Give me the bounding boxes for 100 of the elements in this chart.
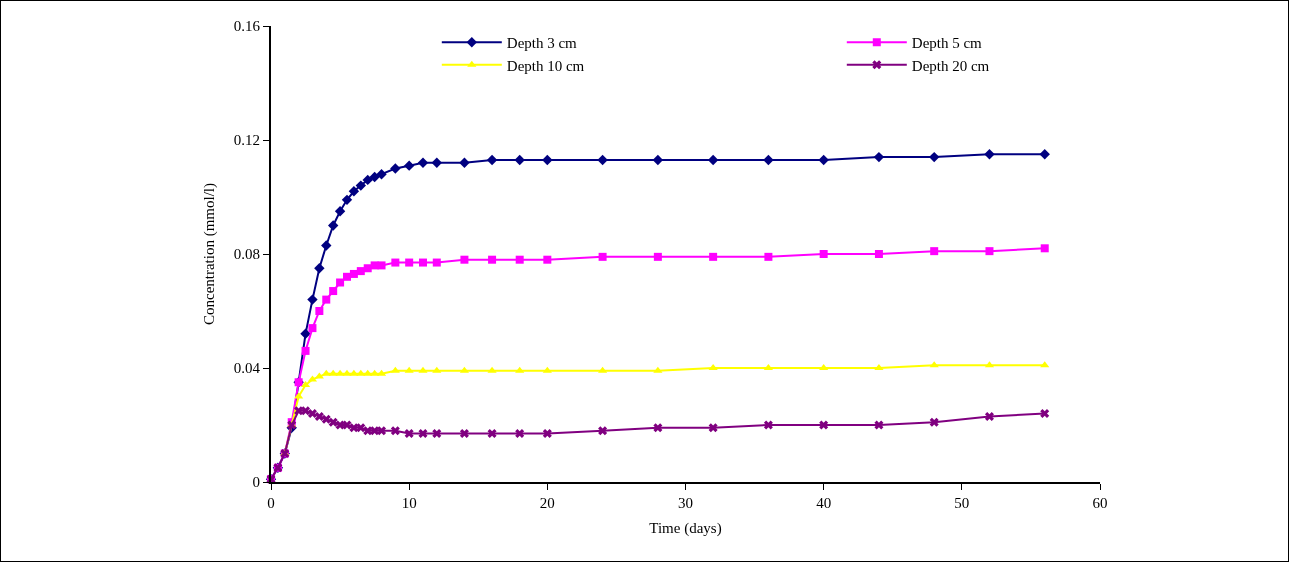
- point: [418, 258, 427, 267]
- point: [984, 149, 995, 160]
- legend-label: Depth 20 cm: [911, 57, 990, 74]
- x-tick-label: 50: [954, 495, 970, 511]
- point: [515, 366, 525, 373]
- point: [322, 295, 331, 304]
- point: [342, 420, 352, 430]
- point: [598, 252, 607, 261]
- point: [1039, 149, 1050, 160]
- point: [363, 264, 372, 273]
- point: [336, 278, 345, 287]
- point: [1040, 244, 1049, 253]
- point: [819, 420, 829, 430]
- point: [486, 154, 498, 166]
- point: [314, 411, 324, 421]
- point: [328, 417, 338, 427]
- point: [315, 307, 324, 315]
- point: [321, 240, 332, 251]
- point: [929, 151, 940, 163]
- point: [390, 426, 400, 436]
- x-axis-title: Time (days): [649, 519, 722, 537]
- y-tick-label: 0.04: [233, 360, 261, 377]
- point: [431, 157, 442, 168]
- legend-label: Depth 5 cm: [911, 35, 983, 52]
- point: [597, 154, 608, 166]
- point: [391, 258, 400, 267]
- point: [1040, 409, 1050, 419]
- point: [307, 294, 318, 305]
- point: [418, 429, 428, 439]
- point: [370, 426, 380, 436]
- point: [341, 194, 353, 206]
- point: [335, 420, 345, 430]
- point: [405, 258, 414, 267]
- point: [432, 366, 442, 373]
- point: [542, 429, 552, 439]
- point: [819, 250, 828, 258]
- point: [308, 324, 317, 333]
- point: [314, 372, 324, 379]
- legend-label: Depth 3 cm: [506, 35, 578, 52]
- point: [929, 361, 939, 368]
- point: [363, 426, 373, 436]
- point: [985, 247, 994, 256]
- point: [763, 154, 774, 166]
- point: [355, 180, 367, 191]
- point: [369, 171, 380, 183]
- y-tick-label: 0.12: [233, 132, 260, 149]
- point: [708, 423, 718, 433]
- point: [349, 269, 358, 278]
- point: [404, 429, 414, 439]
- point: [515, 255, 524, 264]
- point: [929, 417, 939, 427]
- point: [314, 263, 325, 274]
- point: [874, 250, 883, 258]
- point: [763, 420, 773, 430]
- x-tick-label: 20: [539, 495, 555, 511]
- point: [417, 157, 429, 168]
- point: [342, 272, 351, 281]
- point: [543, 255, 552, 264]
- point: [404, 366, 414, 373]
- point: [653, 252, 662, 261]
- point: [487, 366, 497, 373]
- point: [294, 406, 304, 416]
- point: [376, 169, 387, 180]
- point: [653, 366, 663, 373]
- point: [300, 328, 311, 339]
- point: [432, 258, 441, 267]
- point: [403, 160, 415, 171]
- point: [930, 247, 939, 256]
- point: [328, 369, 338, 376]
- y-tick-label: 0.16: [233, 18, 261, 35]
- point: [764, 252, 773, 261]
- point: [514, 154, 525, 166]
- point: [329, 287, 338, 296]
- point: [377, 261, 386, 270]
- point: [653, 423, 663, 433]
- point: [307, 409, 317, 419]
- point: [459, 429, 469, 439]
- point: [709, 252, 718, 261]
- point: [390, 163, 401, 174]
- point: [321, 369, 331, 376]
- point: [327, 220, 339, 231]
- point: [321, 414, 331, 424]
- point: [362, 174, 373, 186]
- x-tick-label: 60: [1092, 495, 1108, 511]
- point: [418, 366, 428, 373]
- point: [356, 423, 366, 433]
- point: [301, 346, 310, 355]
- point: [294, 392, 304, 399]
- point: [598, 426, 608, 436]
- point: [363, 369, 373, 376]
- point: [1040, 361, 1050, 368]
- point: [488, 255, 497, 264]
- point: [984, 411, 994, 421]
- point: [542, 366, 552, 373]
- x-tick-label: 0: [267, 495, 275, 511]
- x-tick-label: 30: [678, 495, 693, 511]
- legend-label: Depth 10 cm: [506, 57, 585, 74]
- x-tick-label: 40: [816, 495, 832, 511]
- point: [301, 406, 311, 416]
- point: [432, 429, 442, 439]
